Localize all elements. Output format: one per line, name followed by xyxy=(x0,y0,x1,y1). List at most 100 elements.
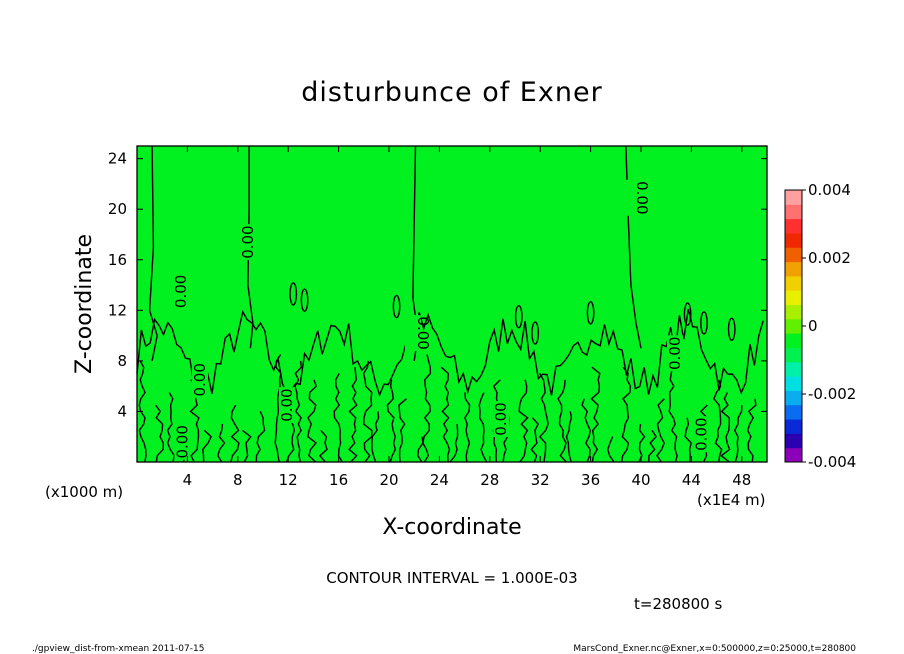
footer-right: MarsCond_Exner.nc@Exner,x=0:500000,z=0:2… xyxy=(573,644,856,654)
contour-interval: CONTOUR INTERVAL = 1.000E-03 xyxy=(326,569,577,587)
contour-line xyxy=(318,429,328,463)
colorbar-swatch xyxy=(785,361,802,377)
y-tick-label: 24 xyxy=(108,150,127,168)
colorbar-tick-label: -0.002 xyxy=(808,385,856,403)
contour-line xyxy=(307,379,318,463)
contour-label: 0.00 xyxy=(492,402,510,435)
contour-label-bg xyxy=(667,335,684,372)
y-tick-label: 4 xyxy=(117,402,127,420)
contour-line xyxy=(713,379,723,463)
contour-label: 0.00 xyxy=(172,275,190,308)
contour-loop xyxy=(392,294,401,319)
contour-line xyxy=(538,373,549,463)
contour-loop xyxy=(531,321,540,345)
contour-line xyxy=(440,366,451,463)
contour-loop xyxy=(289,282,298,306)
x-axis-label: X-coordinate xyxy=(382,515,521,540)
contour-label: 0.00 xyxy=(666,337,684,370)
x-unit-note: (x1E4 m) xyxy=(697,491,766,509)
colorbar-swatch xyxy=(785,376,802,391)
contour-line xyxy=(348,367,358,463)
time-label: t=280800 s xyxy=(634,595,722,613)
contour-line xyxy=(656,398,665,463)
y-tick-label: 8 xyxy=(117,352,127,370)
x-tick-label: 36 xyxy=(581,471,600,489)
colorbar: 0.004 0.002 0 -0.002 -0.004 xyxy=(784,181,856,471)
contour-line xyxy=(386,379,397,463)
contour-line xyxy=(449,424,459,463)
y-tick-label: 12 xyxy=(108,301,127,319)
colorbar-tick-label: 0.004 xyxy=(808,181,851,199)
contour-line xyxy=(518,379,529,463)
contour-line xyxy=(136,308,764,398)
x-tick-label: 40 xyxy=(631,471,650,489)
colorbar-swatch xyxy=(785,261,802,277)
contour-line xyxy=(255,411,266,463)
contour-label: 0.00 xyxy=(633,181,651,214)
y-ticks: 4 8 12 16 20 24 xyxy=(108,150,767,420)
contour-line xyxy=(733,405,743,463)
contour-label-bg xyxy=(493,401,510,438)
contour-line xyxy=(478,392,488,463)
contour-line xyxy=(565,411,573,463)
contour-label-bg xyxy=(278,387,295,424)
contour-loop xyxy=(586,301,595,325)
plot-area: 0.00 0.00 0.00 0.00 0.00 0.00 0.00 0.00 0.00 0.00 xyxy=(136,145,768,463)
contour-label: 0.00 xyxy=(239,225,257,258)
colorbar-tick-label: 0 xyxy=(808,317,818,335)
colorbar-swatch xyxy=(785,419,802,434)
colorbar-swatch xyxy=(785,232,802,248)
colorbar-swatch xyxy=(785,304,802,320)
colorbar-swatch xyxy=(785,433,802,449)
contour-line xyxy=(333,373,343,463)
contour-label-bg xyxy=(693,416,710,453)
contour-loop xyxy=(300,288,309,312)
contour-loop xyxy=(727,317,736,341)
contour-line xyxy=(590,366,601,463)
contour-line xyxy=(720,392,731,463)
x-tick-label: 8 xyxy=(233,471,243,489)
plot-background xyxy=(137,146,767,462)
x-tick-label: 16 xyxy=(329,471,348,489)
contour-line xyxy=(398,398,407,463)
contour-label-bg xyxy=(174,423,191,460)
colorbar-swatch xyxy=(785,347,802,363)
chart-title: disturbunce of Exner xyxy=(301,77,602,108)
footer-left: ./gpview_dist-from-xmean 2011-07-15 xyxy=(32,644,204,654)
x-tick-label: 4 xyxy=(183,471,193,489)
contour-line xyxy=(530,417,540,463)
contour-label: 0.00 xyxy=(278,388,296,421)
contour-line xyxy=(242,429,252,463)
colorbar-tick-label: -0.004 xyxy=(808,453,856,471)
contour-line xyxy=(648,430,657,463)
colorbar-swatch xyxy=(785,333,802,348)
contour-line xyxy=(247,146,254,349)
x-tick-label: 24 xyxy=(430,471,449,489)
contour-line xyxy=(464,392,471,463)
contour-label: 0.00 xyxy=(693,417,711,450)
plot-frame xyxy=(136,145,768,463)
contour-line xyxy=(668,360,678,463)
y-axis-label: Z-coordinate xyxy=(72,234,97,374)
x-tick-label: 44 xyxy=(682,471,701,489)
contour-label: 0.00 xyxy=(173,425,191,458)
contour-labels: 0.00 0.00 0.00 0.00 0.00 0.00 0.00 0.00 0.00 0.00 xyxy=(172,179,711,460)
colorbar-swatch xyxy=(785,190,802,205)
colorbar-swatch xyxy=(785,204,802,220)
contour-line xyxy=(166,392,176,463)
contour-label: 0.00 xyxy=(414,316,432,349)
contour-line xyxy=(422,354,432,463)
contour-line xyxy=(684,417,692,463)
y-tick-label: 20 xyxy=(108,200,127,218)
colorbar-swatch xyxy=(785,318,802,334)
y-tick-label: 16 xyxy=(108,251,127,269)
contour-label-bg xyxy=(624,179,641,216)
y-unit-note: (x1000 m) xyxy=(45,483,123,501)
contour-label-bg xyxy=(239,224,256,261)
contour-label-bg xyxy=(404,315,421,352)
x-tick-label: 28 xyxy=(480,471,499,489)
contour-line xyxy=(230,404,240,463)
contour-line xyxy=(148,145,158,362)
contour-line xyxy=(202,429,212,463)
x-tick-label: 32 xyxy=(531,471,550,489)
